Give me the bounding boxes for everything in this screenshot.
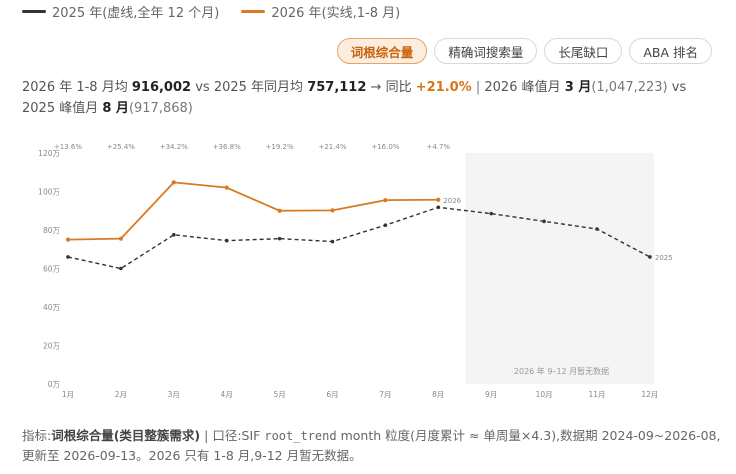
summary-yoy: +21.0% <box>415 80 472 95</box>
data-point-2026 <box>65 237 71 242</box>
y-tick-label: 80万 <box>43 226 61 235</box>
summary-text-2: vs 2025 年同月均 <box>195 80 304 95</box>
y-tick-label: 40万 <box>43 303 61 312</box>
x-tick-label: 1月 <box>62 390 74 399</box>
legend-label-2025: 2025 年(虚线,全年 12 个月) <box>52 6 220 21</box>
data-point-2025 <box>172 233 176 237</box>
tab-aba-rank[interactable]: ABA 排名 <box>629 38 712 64</box>
chart-legend: 2025 年(虚线,全年 12 个月) 2026 年(实线,1-8 月) <box>22 2 422 21</box>
x-tick-label: 2月 <box>115 390 127 399</box>
data-point-2026 <box>118 236 123 241</box>
tab-long-tail-gap[interactable]: 长尾缺口 <box>544 38 623 64</box>
footer-note: 指标:词根综合量(类目整簇需求) | 口径:SIF root_trend mon… <box>22 426 722 466</box>
footer-label: 指标: <box>22 428 52 443</box>
data-point-2025 <box>648 255 652 259</box>
legend-swatch-2026 <box>241 10 266 13</box>
summary-stats: 2026 年 1-8 月均 916,002 vs 2025 年同月均 757,1… <box>22 77 722 119</box>
summary-avg-2025: 757,112 <box>307 80 367 95</box>
summary-peak-2026-value: (1,047,223) <box>591 80 668 95</box>
no-data-band <box>465 153 654 384</box>
y-tick-label: 120万 <box>38 149 60 158</box>
data-point-2026 <box>171 180 176 185</box>
y-tick-label: 0万 <box>48 380 61 389</box>
x-tick-label: 6月 <box>326 390 338 399</box>
summary-peak-2026-month: 3 月 <box>564 80 592 95</box>
legend-swatch-2025 <box>22 10 46 13</box>
y-tick-label: 100万 <box>38 188 60 197</box>
legend-item-2026[interactable]: 2026 年(实线,1-8 月) <box>241 2 400 21</box>
summary-peak-2025-month: 8 月 <box>102 101 129 116</box>
data-point-2025 <box>595 227 599 231</box>
data-point-2026 <box>383 198 388 203</box>
footer-separator: | <box>204 428 209 443</box>
data-point-2025 <box>330 239 335 244</box>
tab-exact-search[interactable]: 精确词搜索量 <box>434 38 538 64</box>
data-point-2026 <box>436 197 441 202</box>
data-point-2025 <box>489 211 494 216</box>
summary-text-3: → 同比 <box>370 80 412 95</box>
no-data-note: 2026 年 9–12 月暂无数据 <box>514 366 609 376</box>
tab-root-composite[interactable]: 词根综合量 <box>336 38 428 64</box>
data-point-2025 <box>277 236 282 241</box>
x-tick-label: 7月 <box>379 390 391 399</box>
x-tick-label: 9月 <box>485 390 497 399</box>
data-point-2025 <box>224 238 229 243</box>
data-point-2025 <box>66 255 70 259</box>
metric-tabs: 词根综合量 精确词搜索量 长尾缺口 ABA 排名 <box>336 38 712 64</box>
summary-separator: | <box>475 80 481 95</box>
data-point-2026 <box>330 208 335 213</box>
summary-text-1: 2026 年 1-8 月均 <box>22 80 128 95</box>
x-tick-label: 11月 <box>588 390 605 399</box>
data-point-2025 <box>436 205 441 210</box>
series-line-2026 <box>67 181 439 241</box>
footer-code: root_trend <box>264 429 337 443</box>
yoy-label: +34.2% <box>160 143 188 151</box>
y-tick-label: 60万 <box>43 265 61 274</box>
summary-peak-2025-value: (917,868) <box>128 101 193 116</box>
data-point-2025 <box>383 223 388 227</box>
series-line-2025 <box>67 206 651 270</box>
yoy-label: +13.6% <box>54 143 82 151</box>
footer-caliber-prefix: 口径:SIF <box>212 428 265 443</box>
data-point-2025 <box>542 219 546 224</box>
yoy-label: +19.2% <box>266 143 294 151</box>
yoy-label: +16.0% <box>371 143 399 151</box>
footer-rest: month 粒度(月度累计 ≈ 单周量×4.3),数据期 2024-09~202… <box>22 428 721 463</box>
x-tick-label: 12月 <box>641 390 658 399</box>
legend-item-2025[interactable]: 2025 年(虚线,全年 12 个月) <box>22 2 219 21</box>
y-tick-label: 20万 <box>43 342 61 351</box>
summary-avg-2026: 916,002 <box>131 80 192 95</box>
x-tick-label: 5月 <box>273 390 285 399</box>
yoy-label: +4.7% <box>426 143 450 151</box>
x-tick-label: 3月 <box>168 390 180 399</box>
summary-text-5: vs 2025 峰值月 <box>22 80 687 116</box>
series-end-label-2026: 2026 <box>443 197 461 205</box>
trend-chart: 2026 年 9–12 月暂无数据 0万 20万 40万 60万 80万 100万 120万 1… <box>38 143 673 399</box>
yoy-label: +36.8% <box>213 143 241 151</box>
yoy-label: +21.4% <box>318 143 346 151</box>
x-tick-label: 4月 <box>221 390 233 399</box>
data-point-2026 <box>224 185 229 190</box>
data-point-2026 <box>277 208 282 213</box>
footer-metric: 词根综合量(类目整簇需求) <box>51 428 201 443</box>
legend-label-2026: 2026 年(实线,1-8 月) <box>271 6 401 21</box>
series-end-label-2025: 2025 <box>655 254 673 262</box>
x-tick-label: 10月 <box>536 390 553 399</box>
summary-text-4: 2026 峰值月 <box>484 80 561 95</box>
x-tick-label: 8月 <box>432 390 444 399</box>
data-point-2025 <box>119 266 123 271</box>
yoy-label: +25.4% <box>107 143 135 151</box>
